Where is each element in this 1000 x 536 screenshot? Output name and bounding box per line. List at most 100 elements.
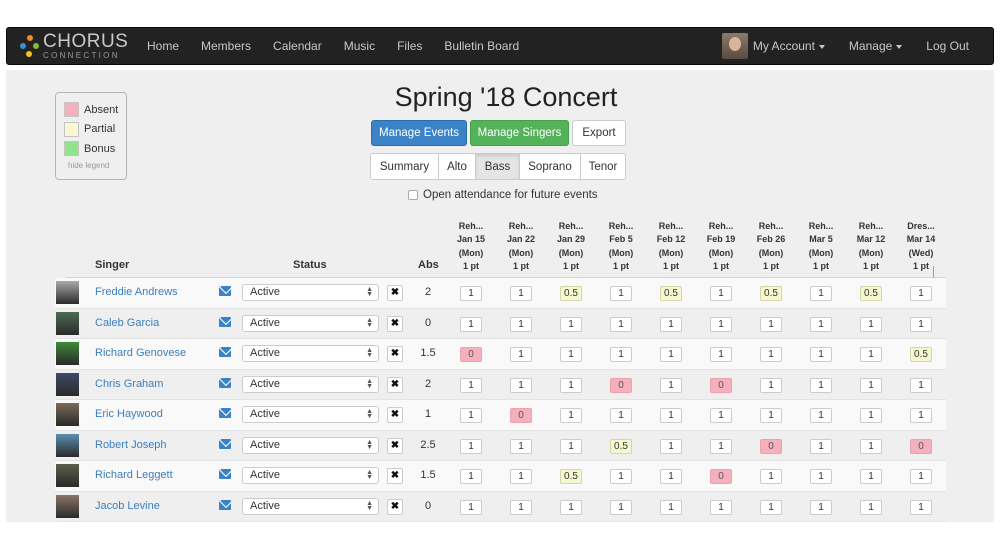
manage-events-button[interactable]: Manage Events [371, 120, 467, 146]
tab-tenor[interactable]: Tenor [588, 160, 618, 173]
logout-link[interactable]: Log Out [926, 39, 969, 53]
attendance-input[interactable]: 1 [510, 286, 532, 301]
attendance-input[interactable]: 1 [660, 469, 682, 484]
attendance-input[interactable]: 1 [810, 286, 832, 301]
nav-music[interactable]: Music [343, 39, 376, 53]
singer-name-link[interactable]: Richard Leggett [95, 469, 173, 481]
singer-name-link[interactable]: Jacob Levine [95, 499, 160, 512]
attendance-input[interactable]: 0.5 [860, 286, 882, 301]
status-select[interactable]: Active ▲ ▼ [242, 436, 379, 454]
attendance-input[interactable]: 1 [760, 316, 782, 332]
email-icon[interactable] [219, 438, 231, 449]
attendance-input[interactable]: 0 [510, 408, 532, 423]
event-header[interactable]: Reh... Jan 29 (Mon) 1 pt [546, 220, 596, 273]
attendance-input[interactable]: 1 [660, 316, 682, 332]
attendance-input[interactable]: 1 [460, 499, 482, 515]
attendance-input[interactable]: 1 [610, 347, 632, 362]
attendance-input[interactable]: 1 [910, 499, 932, 515]
attendance-input[interactable]: 1 [510, 499, 532, 515]
status-select[interactable]: Active ▲ ▼ [242, 284, 379, 301]
attendance-input[interactable]: 1 [910, 286, 932, 301]
attendance-input[interactable]: 1 [510, 438, 532, 454]
attendance-input[interactable]: 0 [910, 438, 932, 454]
status-select[interactable]: Active ▲ ▼ [242, 345, 379, 362]
attendance-input[interactable]: 1 [460, 377, 482, 393]
attendance-input[interactable]: 1 [810, 469, 832, 484]
remove-singer-button[interactable]: ✖ [387, 407, 403, 423]
attendance-input[interactable]: 1 [810, 499, 832, 515]
attendance-input[interactable]: 1 [510, 316, 532, 332]
attendance-input[interactable]: 0 [610, 377, 632, 393]
email-icon[interactable] [219, 286, 231, 296]
tab-bass[interactable]: Bass [476, 154, 520, 179]
attendance-input[interactable]: 1 [910, 316, 932, 332]
email-icon[interactable] [219, 377, 231, 388]
attendance-input[interactable]: 1 [560, 316, 582, 332]
status-select[interactable]: Active ▲ ▼ [242, 497, 379, 515]
attendance-input[interactable]: 1 [710, 408, 732, 423]
attendance-input[interactable]: 1 [560, 377, 582, 393]
attendance-input[interactable]: 1 [660, 499, 682, 515]
attendance-input[interactable]: 1 [610, 469, 632, 484]
attendance-input[interactable]: 1 [610, 316, 632, 332]
attendance-input[interactable]: 1 [910, 469, 932, 484]
attendance-input[interactable]: 1 [860, 377, 882, 393]
status-select[interactable]: Active ▲ ▼ [242, 375, 379, 393]
attendance-input[interactable]: 1 [610, 408, 632, 423]
attendance-input[interactable]: 1 [560, 438, 582, 454]
event-header[interactable]: Reh... Mar 5 (Mon) 1 pt [796, 220, 846, 273]
attendance-input[interactable]: 1 [660, 438, 682, 454]
nav-home[interactable]: Home [147, 39, 180, 53]
nav-files[interactable]: Files [397, 39, 423, 53]
remove-singer-button[interactable]: ✖ [387, 498, 403, 515]
nav-members[interactable]: Members [201, 39, 252, 53]
attendance-input[interactable]: 1 [460, 316, 482, 332]
export-button[interactable]: Export [572, 120, 626, 146]
singer-name-link[interactable]: Eric Haywood [95, 408, 163, 420]
singer-name-link[interactable]: Chris Graham [95, 377, 164, 390]
singer-name-link[interactable]: Richard Genovese [95, 347, 187, 359]
attendance-input[interactable]: 1 [860, 316, 882, 332]
email-icon[interactable] [219, 469, 231, 479]
hide-legend-link[interactable]: hide legend [68, 160, 110, 170]
attendance-input[interactable]: 0 [710, 377, 732, 393]
nav-calendar[interactable]: Calendar [273, 39, 322, 53]
email-icon[interactable] [219, 347, 231, 357]
attendance-input[interactable]: 1 [560, 499, 582, 515]
attendance-input[interactable]: 1 [610, 499, 632, 515]
manage-singers-button[interactable]: Manage Singers [470, 120, 569, 146]
attendance-input[interactable]: 0.5 [610, 438, 632, 454]
manage-menu[interactable]: Manage [849, 39, 903, 53]
tab-summary[interactable]: Summary [371, 154, 439, 179]
attendance-input[interactable]: 1 [760, 469, 782, 484]
attendance-input[interactable]: 1 [710, 316, 732, 332]
event-header[interactable]: Reh... Jan 15 (Mon) 1 pt [446, 220, 496, 273]
nav-bulletin-board[interactable]: Bulletin Board [444, 39, 520, 53]
attendance-input[interactable]: 1 [460, 438, 482, 454]
attendance-input[interactable]: 0.5 [560, 286, 582, 301]
open-attendance-option[interactable]: Open attendance for future events [408, 189, 598, 201]
attendance-input[interactable]: 1 [760, 408, 782, 423]
attendance-input[interactable]: 1 [810, 408, 832, 423]
attendance-input[interactable]: 1 [910, 377, 932, 393]
status-select[interactable]: Active ▲ ▼ [242, 314, 379, 332]
attendance-input[interactable]: 0 [460, 347, 482, 362]
singer-name-link[interactable]: Freddie Andrews [95, 286, 178, 298]
attendance-input[interactable]: 1 [860, 499, 882, 515]
email-icon[interactable] [219, 499, 231, 510]
attendance-input[interactable]: 1 [660, 347, 682, 362]
attendance-input[interactable]: 1 [710, 499, 732, 515]
attendance-input[interactable]: 0.5 [760, 286, 782, 301]
attendance-input[interactable]: 1 [810, 438, 832, 454]
my-account-menu[interactable]: My Account [753, 39, 825, 53]
attendance-input[interactable]: 1 [910, 408, 932, 423]
attendance-input[interactable]: 1 [710, 347, 732, 362]
chorus-connection-logo[interactable]: CHORUS CONNECTION [19, 31, 131, 61]
email-icon[interactable] [219, 408, 231, 418]
attendance-input[interactable]: 1 [710, 438, 732, 454]
email-icon[interactable] [219, 316, 231, 327]
attendance-input[interactable]: 1 [860, 347, 882, 362]
attendance-input[interactable]: 1 [810, 316, 832, 332]
remove-singer-button[interactable]: ✖ [387, 346, 403, 362]
event-header[interactable]: Reh... Feb 5 (Mon) 1 pt [596, 220, 646, 273]
